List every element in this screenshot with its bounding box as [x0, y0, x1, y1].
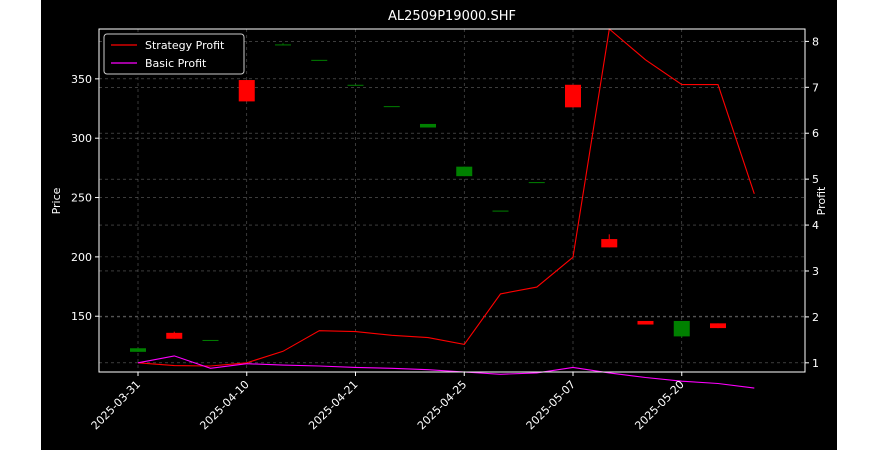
y-tick-label: 250	[71, 192, 92, 205]
candle-body	[710, 323, 726, 329]
x-tick-label: 2025-05-20	[632, 378, 686, 432]
candle-body	[347, 84, 364, 86]
chart-figure: 150 200 250 300 350 1 2 3 4 5 6 7 8 2025-03-31 2025-04…	[41, 0, 837, 450]
candle-body	[275, 44, 291, 46]
x-tick-label: 2025-04-10	[197, 378, 251, 432]
candle-body	[383, 106, 400, 108]
y-axis-label: Price	[50, 187, 63, 214]
candle-body	[130, 348, 146, 352]
candle-body	[637, 320, 654, 325]
x-tick-label: 2025-03-31	[89, 378, 143, 432]
y2-tick-label: 5	[812, 173, 819, 186]
legend: Strategy Profit Basic Profit	[103, 33, 245, 75]
chart-title: AL2509P19000.SHF	[388, 9, 516, 24]
candle-body	[492, 210, 509, 212]
candle-body	[311, 59, 328, 61]
profit-lines	[137, 27, 755, 389]
y2-tick-label: 3	[812, 265, 819, 278]
axes: 150 200 250 300 350 1 2 3 4 5 6 7 8 2025-03-31 2025-04…	[71, 35, 819, 432]
y2-tick-label: 6	[812, 127, 819, 140]
legend-label-basic: Basic Profit	[145, 57, 207, 70]
y2-tick-label: 2	[812, 311, 819, 324]
candle-body	[238, 80, 255, 102]
legend-label-strategy: Strategy Profit	[145, 39, 225, 52]
candle-body	[528, 182, 545, 184]
x-tick-label: 2025-04-21	[306, 378, 360, 432]
plot-frame	[98, 28, 806, 373]
y2-tick-label: 8	[812, 35, 819, 48]
y2-tick-label: 7	[812, 81, 819, 94]
candle-body	[673, 320, 690, 337]
candle-body	[601, 239, 618, 248]
strategy-profit-line	[137, 27, 755, 367]
candles	[130, 43, 726, 352]
grid	[99, 29, 805, 372]
y2-axis-label: Profit	[815, 186, 828, 215]
candle-body	[166, 332, 183, 339]
basic-profit-line	[137, 355, 755, 389]
x-tick-label: 2025-04-25	[415, 378, 469, 432]
candle-body	[420, 123, 436, 128]
y-tick-label: 300	[71, 132, 92, 145]
legend-box	[103, 33, 245, 75]
y2-tick-label: 4	[812, 219, 819, 232]
candle-body	[202, 339, 219, 341]
candle-body	[456, 166, 473, 177]
candle-body	[565, 84, 581, 108]
x-tick-label: 2025-05-07	[524, 378, 578, 432]
chart-svg: 150 200 250 300 350 1 2 3 4 5 6 7 8 2025-03-31 2025-04…	[50, 9, 828, 432]
y-tick-label: 150	[71, 310, 92, 323]
y2-tick-label: 1	[812, 357, 819, 370]
y-tick-label: 350	[71, 73, 92, 86]
y-tick-label: 200	[71, 251, 92, 264]
